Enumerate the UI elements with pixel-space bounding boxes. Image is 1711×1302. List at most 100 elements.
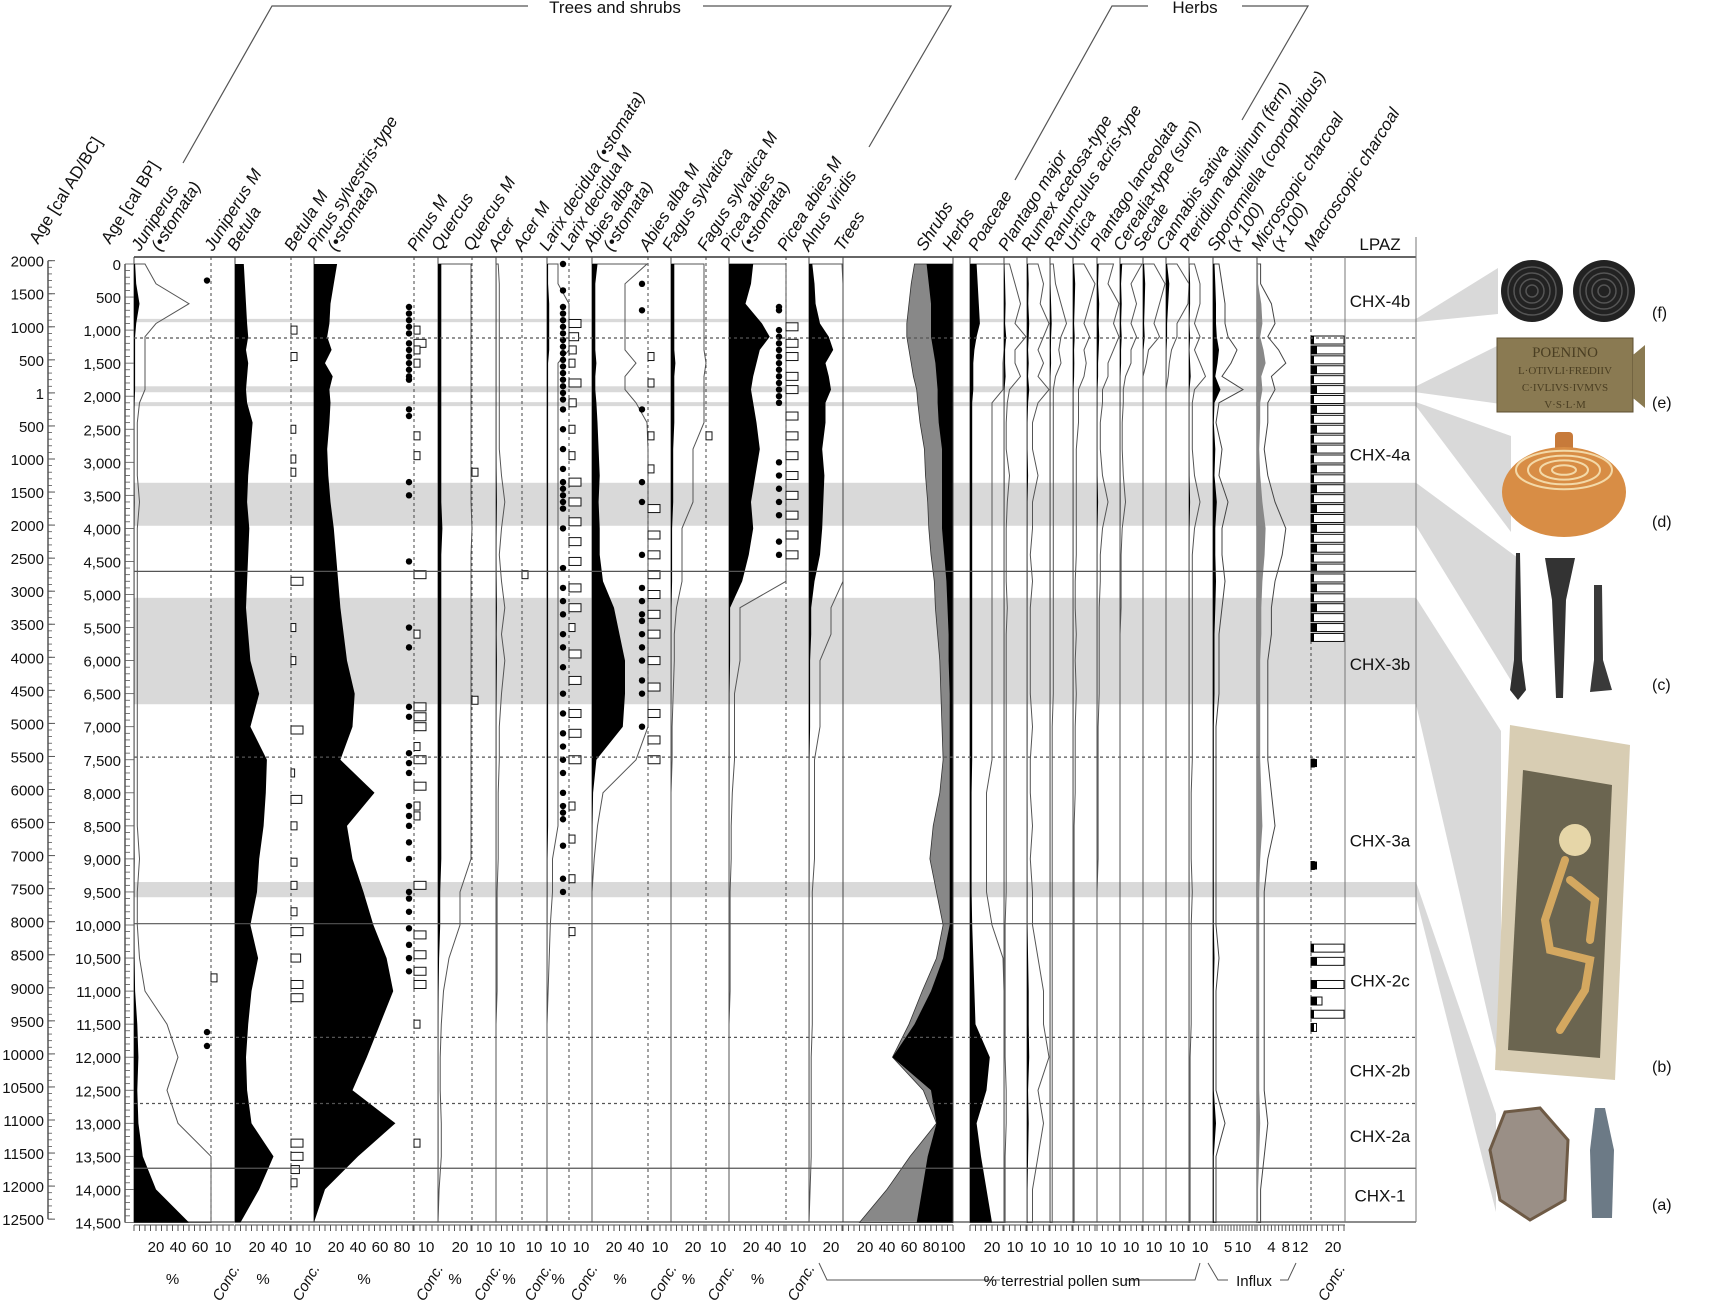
pinus-stomata-dot	[405, 376, 413, 383]
pteridium-exaggeration-curve	[1188, 263, 1207, 1224]
ad-bc-tick-label: 2000	[11, 518, 44, 535]
macroscopic-conc-box	[1310, 335, 1345, 345]
pot-stripe	[1527, 454, 1601, 486]
abies-stomata-dot	[638, 723, 646, 730]
larixM-conc-box	[568, 801, 576, 811]
larix-stomata-dot	[559, 316, 567, 324]
quercusM-conc-box	[471, 467, 479, 477]
trees-x-tick-label: 20	[857, 1239, 874, 1256]
larix-stomata-dot	[559, 343, 567, 350]
photo-label-c: (c)	[1652, 677, 1671, 694]
photo-label-d: (d)	[1652, 514, 1672, 531]
bp-tick-label: 0	[113, 257, 121, 274]
herbs-group-label: Herbs	[1172, 0, 1217, 17]
pinus-stomata-dot	[405, 908, 413, 915]
larixM-conc-box	[568, 517, 582, 527]
archaeology-band	[134, 318, 1416, 323]
bp-tick-label: 8,000	[83, 786, 121, 803]
macroscopic-conc-fill	[1311, 504, 1317, 513]
ad-bc-tick-label: 4000	[11, 650, 44, 667]
larix-stomata-dot	[559, 611, 567, 618]
sporormiella-x-tick-label: 10	[1235, 1239, 1252, 1256]
juniperusM-unit-label: Conc.	[209, 1262, 243, 1302]
larix-stomata-dot	[559, 816, 567, 823]
bp-tick-label: 3,000	[83, 455, 121, 472]
picea-x-tick-label: 40	[765, 1239, 782, 1256]
archaeology-band	[134, 402, 1416, 407]
betulaM-conc-box	[290, 993, 304, 1003]
abies-stomata-dot	[638, 657, 646, 664]
archaeology-bands	[134, 318, 1416, 898]
zone-lines: CHX-4b CHX-4a CHX-3b CHX-3a CHX-2c CHX-2b CHX-…	[134, 235, 1417, 1222]
macroscopic-conc-fill	[1311, 623, 1317, 632]
betulaM-conc-box	[290, 656, 297, 666]
betulaM-conc-box	[290, 857, 298, 867]
pinusM-conc-box	[413, 1138, 421, 1148]
piceaM-conc-box	[785, 530, 799, 540]
macroscopic-conc-fill	[1311, 514, 1314, 523]
lpaz-header: LPAZ	[1359, 235, 1400, 254]
zone-label: CHX-4a	[1350, 446, 1411, 465]
larix-stomata-dot	[559, 525, 567, 532]
urtica-curve	[1073, 264, 1076, 1223]
pinusM-conc-box	[413, 570, 427, 580]
larix-stomata-dot	[559, 498, 567, 506]
macroscopic-conc-fill	[1311, 365, 1317, 374]
cerealia-x-tick-label: 10	[1123, 1239, 1140, 1256]
larix-stomata-dot	[559, 743, 567, 750]
bp-tick-label: 3,500	[83, 488, 121, 505]
picea-stomata-dot	[775, 459, 783, 466]
macroscopic-conc-fill	[1311, 336, 1314, 345]
bp-tick-label: 11,000	[76, 984, 121, 1001]
plaque-inscription-line: L·OTIVLI·FREDIIV	[1518, 365, 1612, 377]
ad-bc-tick-label: 500	[19, 353, 44, 370]
macroscopic-conc-fill	[1311, 494, 1314, 503]
larixM-conc-box	[568, 477, 582, 487]
photo-label-a: (a)	[1652, 1197, 1672, 1214]
larix-stomata-dot	[559, 445, 567, 453]
abiesM-conc-box	[647, 530, 661, 540]
flint-scraper-image	[1488, 1106, 1570, 1222]
betulaM-conc-box	[290, 880, 298, 890]
larix-stomata-dot	[559, 630, 567, 638]
cerealia-exaggeration-curve	[1119, 263, 1143, 1223]
quercus-curve	[438, 264, 443, 1223]
larix-stomata-dot	[559, 492, 567, 499]
picea-stomata-dot	[775, 485, 783, 492]
larix-stomata-dot	[559, 426, 567, 433]
larix-stomata-dot	[559, 356, 567, 364]
quercus-x-tick-label: 20	[452, 1239, 469, 1256]
ranunculus-x-tick-label: 10	[1053, 1239, 1070, 1256]
larix-stomata-dot	[559, 260, 567, 268]
pinusM-conc-box	[413, 702, 427, 712]
pinus-x-tick-label: 80	[394, 1239, 411, 1256]
bp-tick-label: 7,500	[83, 753, 121, 770]
bp-tick-label: 6,500	[83, 687, 121, 704]
acer-exaggeration-curve	[495, 263, 506, 1223]
picea-x-tick-label: 20	[743, 1239, 760, 1256]
macroscopic-conc-fill	[1311, 385, 1317, 394]
abies-curve	[592, 264, 625, 1223]
pinus-stomata-dot	[405, 769, 413, 777]
abiesM-conc-box	[647, 570, 661, 580]
alnus-curve	[809, 264, 834, 1223]
larix-stomata-dot	[559, 287, 567, 294]
herbs-area	[892, 264, 953, 1223]
trees-x-tick-label: 80	[923, 1239, 940, 1256]
abiesM-conc-box	[647, 431, 655, 441]
bp-tick-label: 14,000	[75, 1182, 121, 1199]
bp-tick-label: 7,000	[83, 720, 121, 737]
abiesM-conc-box	[647, 708, 661, 718]
poaceae-x-tick-label: 20	[984, 1239, 1001, 1256]
pinusM-conc-box	[413, 712, 427, 722]
pinusM-conc-box	[413, 629, 421, 639]
alnus-x-tick-label: 20	[823, 1239, 840, 1256]
macroscopic-conc-box	[1310, 513, 1345, 523]
zone-label: CHX-2c	[1350, 972, 1410, 991]
quercus-unit-label: %	[448, 1271, 461, 1288]
ad-bc-tick-label: 1000	[11, 452, 44, 469]
pinusM-conc-box	[413, 358, 421, 368]
acer-unit-label: %	[502, 1271, 515, 1288]
photo-connectors	[1416, 268, 1518, 1212]
betula-x-tick-label: 20	[249, 1239, 266, 1256]
